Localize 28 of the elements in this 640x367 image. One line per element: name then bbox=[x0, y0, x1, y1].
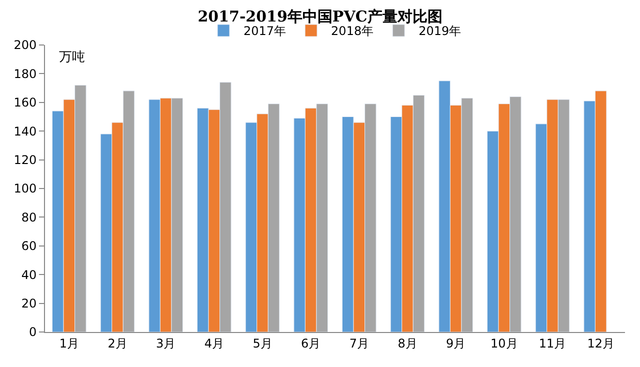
y-tick-label: 60 bbox=[21, 239, 37, 254]
y-tick-label: 140 bbox=[14, 124, 37, 138]
y-tick-label: 160 bbox=[14, 96, 37, 110]
x-tick-label: 8月 bbox=[398, 336, 418, 350]
legend-label: 2017年 bbox=[244, 24, 286, 38]
x-tick-label: 5月 bbox=[252, 336, 272, 350]
x-tick-label: 4月 bbox=[204, 336, 224, 350]
x-tick-label: 6月 bbox=[301, 336, 321, 350]
y-tick-label: 200 bbox=[14, 38, 37, 52]
y-tick-label: 80 bbox=[21, 210, 37, 224]
y-tick-label: 0 bbox=[28, 325, 37, 340]
legend-label: 2018年 bbox=[331, 24, 374, 38]
y-tick-label: 20 bbox=[21, 296, 37, 310]
x-tick-label: 11月 bbox=[538, 336, 566, 350]
x-tick-label: 2月 bbox=[108, 336, 128, 350]
y-tick-label: 180 bbox=[14, 66, 37, 81]
x-tick-label: 10月 bbox=[490, 336, 518, 350]
y-tick-label: 120 bbox=[14, 153, 37, 167]
x-tick-label: 9月 bbox=[446, 336, 466, 350]
y-tick-label: 100 bbox=[14, 182, 37, 196]
y-tick-label: 40 bbox=[21, 268, 37, 282]
x-tick-label: 1月 bbox=[59, 336, 79, 350]
legend-label: 2019年 bbox=[418, 24, 462, 38]
chart-title: 2017-2019年中国PVC产量对比图 bbox=[198, 8, 442, 26]
annotation: 万吨 bbox=[59, 50, 85, 65]
x-tick-label: 7月 bbox=[349, 336, 369, 350]
x-tick-label: 3月 bbox=[156, 336, 176, 350]
x-tick-label: 12月 bbox=[587, 336, 614, 350]
